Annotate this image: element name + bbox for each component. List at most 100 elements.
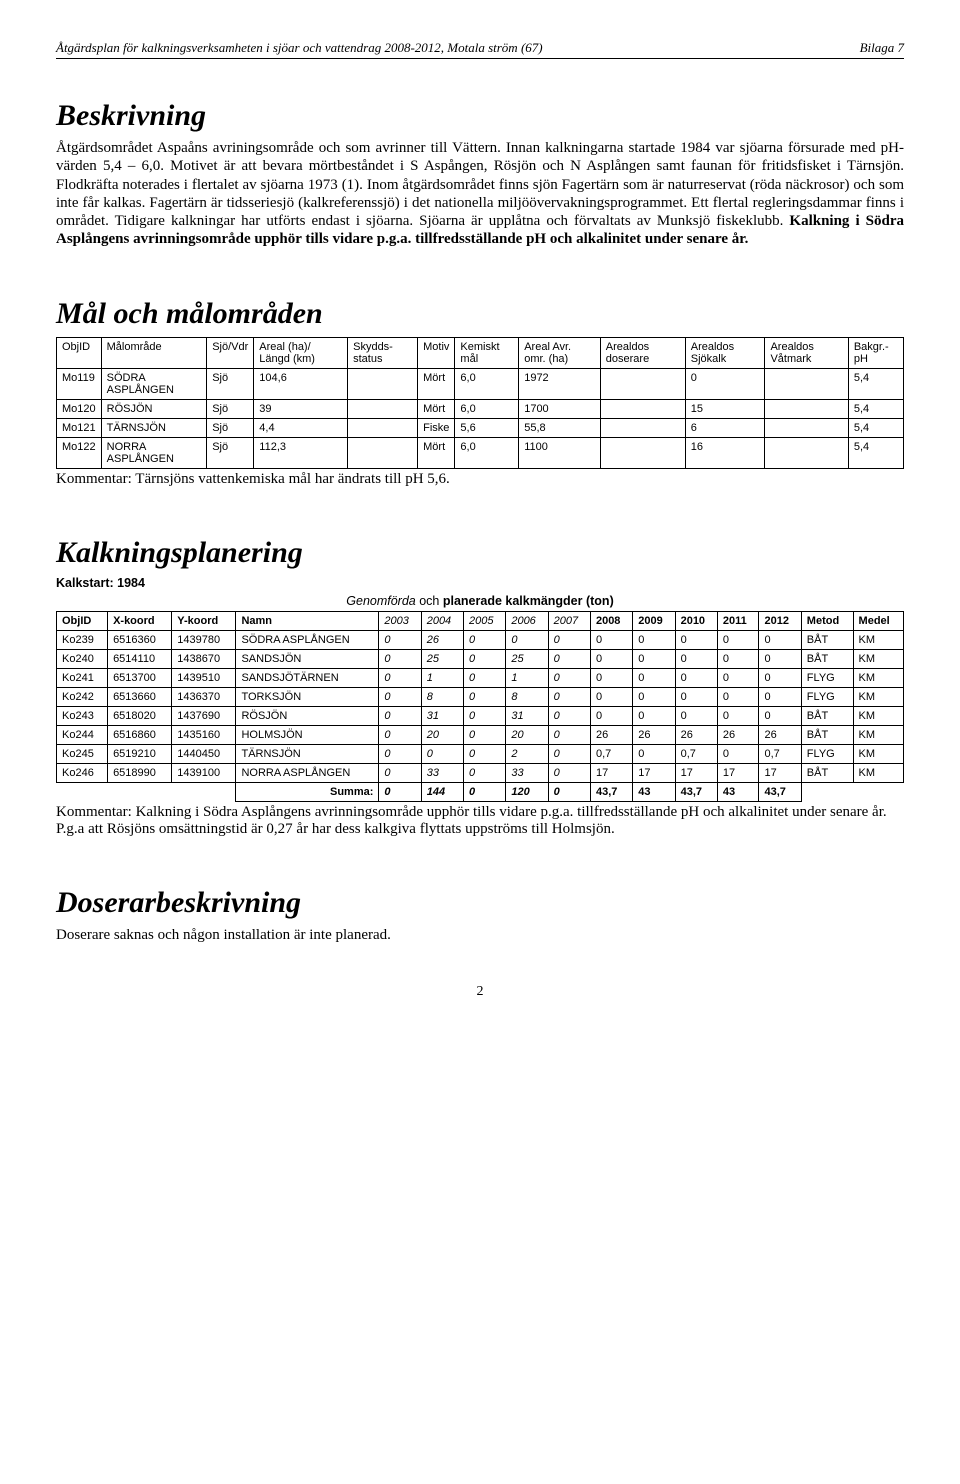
table-cell [600, 437, 685, 468]
table-cell: 0 [590, 630, 632, 649]
table-cell: 26 [717, 725, 759, 744]
caption-planerade: planerade kalkmängder (ton) [443, 594, 614, 608]
table-cell: 0 [464, 782, 506, 801]
table-cell [765, 437, 848, 468]
table-cell: 0 [633, 706, 675, 725]
table-cell: 0 [675, 706, 717, 725]
table-cell: 1100 [519, 437, 601, 468]
table-cell: Ko245 [57, 744, 108, 763]
table-cell: 112,3 [254, 437, 348, 468]
table-cell: 0 [675, 668, 717, 687]
mal-col-areal: Areal (ha)/ Längd (km) [254, 337, 348, 368]
table-row: Ko24165137001439510SANDSJÖTÄRNEN01010000… [57, 668, 904, 687]
beskrivning-title: Beskrivning [56, 99, 904, 133]
table-cell: 5,4 [848, 437, 903, 468]
table-cell: 0 [633, 668, 675, 687]
table-cell: 26 [759, 725, 801, 744]
table-cell: 0 [759, 630, 801, 649]
kalk-col-namn: Namn [236, 611, 379, 630]
mal-col-dos-vatmark: Arealdos Våtmark [765, 337, 848, 368]
table-cell: 6513700 [108, 668, 172, 687]
mal-col-motiv: Motiv [418, 337, 455, 368]
table-cell: 0 [717, 649, 759, 668]
table-row: Ko24665189901439100NORRA ASPLÅNGEN033033… [57, 763, 904, 782]
table-cell: Sjö [207, 418, 254, 437]
mal-col-objid: ObjID [57, 337, 102, 368]
table-cell: 0 [548, 725, 590, 744]
table-cell: BÅT [801, 706, 853, 725]
table-row: Mo121TÄRNSJÖNSjö4,4Fiske5,655,865,4 [57, 418, 904, 437]
table-cell: 0 [379, 725, 421, 744]
table-cell: Mört [418, 437, 455, 468]
table-cell: 120 [506, 782, 548, 801]
table-row: Ko24265136601436370TORKSJÖN0808000000FLY… [57, 687, 904, 706]
table-cell [765, 368, 848, 399]
table-cell: 6514110 [108, 649, 172, 668]
mal-header-row: ObjID Målområde Sjö/Vdr Areal (ha)/ Läng… [57, 337, 904, 368]
header-right: Bilaga 7 [860, 40, 904, 56]
table-cell: 0 [379, 782, 421, 801]
table-cell: 0 [464, 630, 506, 649]
table-cell: 1 [421, 668, 463, 687]
table-cell: 144 [421, 782, 463, 801]
table-cell: KM [853, 630, 903, 649]
table-cell: 1439100 [172, 763, 236, 782]
table-cell: 0 [759, 668, 801, 687]
table-cell: Ko240 [57, 649, 108, 668]
caption-mid: och [416, 594, 443, 608]
table-cell: 6,0 [455, 399, 519, 418]
table-cell: 0 [464, 668, 506, 687]
table-cell: 0 [717, 630, 759, 649]
doser-paragraph: Doserare saknas och någon installation ä… [56, 926, 904, 944]
table-cell: 0 [759, 687, 801, 706]
mal-table: ObjID Målområde Sjö/Vdr Areal (ha)/ Läng… [56, 337, 904, 469]
table-cell: Fiske [418, 418, 455, 437]
table-cell: 15 [685, 399, 765, 418]
kalk-comment: Kommentar: Kalkning i Södra Asplångens a… [56, 804, 904, 838]
mal-col-arealavr: Areal Avr. omr. (ha) [519, 337, 601, 368]
table-cell: 6,0 [455, 368, 519, 399]
kalk-col-objid: ObjID [57, 611, 108, 630]
table-cell: 43,7 [759, 782, 801, 801]
kalk-col-2009: 2009 [633, 611, 675, 630]
kalk-col-2008: 2008 [590, 611, 632, 630]
table-cell: SÖDRA ASPLÅNGEN [236, 630, 379, 649]
table-cell: 43,7 [590, 782, 632, 801]
table-cell: 26 [590, 725, 632, 744]
table-cell: TÄRNSJÖN [236, 744, 379, 763]
table-cell: KM [853, 706, 903, 725]
kalk-col-2005: 2005 [464, 611, 506, 630]
table-cell: 0,7 [759, 744, 801, 763]
table-cell: 1440450 [172, 744, 236, 763]
table-cell: 1439780 [172, 630, 236, 649]
kalk-col-2012: 2012 [759, 611, 801, 630]
table-cell: 33 [421, 763, 463, 782]
mal-col-bakgrph: Bakgr.-pH [848, 337, 903, 368]
kalk-col-2006: 2006 [506, 611, 548, 630]
table-cell: KM [853, 687, 903, 706]
mal-col-malomrade: Målområde [101, 337, 207, 368]
table-cell: Sjö [207, 437, 254, 468]
table-cell: Mört [418, 368, 455, 399]
table-cell: 16 [685, 437, 765, 468]
table-cell: 8 [506, 687, 548, 706]
table-cell: 0 [717, 668, 759, 687]
table-cell [348, 368, 418, 399]
table-row: Ko23965163601439780SÖDRA ASPLÅNGEN026000… [57, 630, 904, 649]
table-cell: Ko243 [57, 706, 108, 725]
table-cell: 0 [548, 763, 590, 782]
mal-col-kemiskt: Kemiskt mål [455, 337, 519, 368]
table-cell: 6518990 [108, 763, 172, 782]
table-cell: RÖSJÖN [101, 399, 207, 418]
table-cell: SANDSJÖN [236, 649, 379, 668]
table-cell: 1972 [519, 368, 601, 399]
table-cell: HOLMSJÖN [236, 725, 379, 744]
table-cell: 0 [464, 744, 506, 763]
table-cell: Ko246 [57, 763, 108, 782]
table-cell: BÅT [801, 725, 853, 744]
table-cell: 0 [633, 687, 675, 706]
table-row: Ko24365180201437690RÖSJÖN031031000000BÅT… [57, 706, 904, 725]
table-cell: Ko239 [57, 630, 108, 649]
table-cell: SÖDRA ASPLÅNGEN [101, 368, 207, 399]
table-cell: 0 [464, 687, 506, 706]
